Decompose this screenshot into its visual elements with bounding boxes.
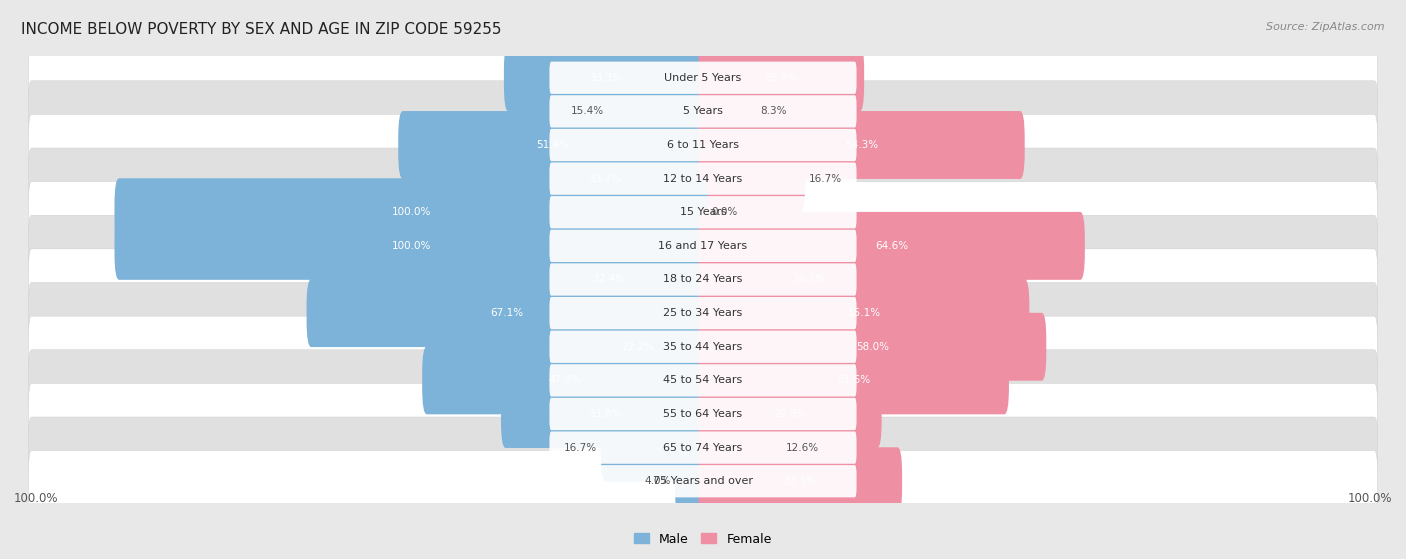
FancyBboxPatch shape [550,364,856,396]
Text: 58.0%: 58.0% [856,342,889,352]
FancyBboxPatch shape [550,432,856,464]
Text: 33.3%: 33.3% [589,73,623,83]
Text: 35 to 44 Years: 35 to 44 Years [664,342,742,352]
FancyBboxPatch shape [568,313,707,381]
FancyBboxPatch shape [699,145,806,212]
Text: 15 Years: 15 Years [679,207,727,217]
Legend: Male, Female: Male, Female [630,528,776,551]
FancyBboxPatch shape [28,115,1378,176]
Text: 51.6%: 51.6% [837,376,870,385]
Text: 75 Years and over: 75 Years and over [652,476,754,486]
Text: 100.0%: 100.0% [14,492,59,505]
FancyBboxPatch shape [28,383,1378,444]
Text: 12 to 14 Years: 12 to 14 Years [664,174,742,183]
FancyBboxPatch shape [28,47,1378,108]
FancyBboxPatch shape [28,81,1378,142]
FancyBboxPatch shape [398,111,707,179]
FancyBboxPatch shape [699,414,782,482]
FancyBboxPatch shape [675,447,707,515]
FancyBboxPatch shape [501,380,707,448]
Text: 67.1%: 67.1% [491,308,523,318]
Text: 22.2%: 22.2% [621,342,655,352]
FancyBboxPatch shape [550,330,856,363]
FancyBboxPatch shape [28,417,1378,478]
Text: 26.8%: 26.8% [765,73,797,83]
FancyBboxPatch shape [28,350,1378,411]
FancyBboxPatch shape [503,44,707,112]
Text: 64.6%: 64.6% [875,241,908,251]
FancyBboxPatch shape [28,148,1378,209]
Text: 0.0%: 0.0% [711,207,738,217]
Text: 47.3%: 47.3% [548,376,582,385]
FancyBboxPatch shape [550,230,856,262]
FancyBboxPatch shape [600,414,707,482]
Text: 6 to 11 Years: 6 to 11 Years [666,140,740,150]
FancyBboxPatch shape [550,129,856,161]
Text: 16 and 17 Years: 16 and 17 Years [658,241,748,251]
Text: 65 to 74 Years: 65 to 74 Years [664,443,742,453]
FancyBboxPatch shape [550,196,856,229]
Text: 4.0%: 4.0% [644,476,671,486]
Text: 51.4%: 51.4% [536,140,569,150]
Text: 100.0%: 100.0% [391,241,430,251]
Text: INCOME BELOW POVERTY BY SEX AND AGE IN ZIP CODE 59255: INCOME BELOW POVERTY BY SEX AND AGE IN Z… [21,22,502,37]
Text: 55.1%: 55.1% [848,308,880,318]
Text: 29.8%: 29.8% [773,409,807,419]
Text: 36.3%: 36.3% [793,274,825,285]
FancyBboxPatch shape [502,145,707,212]
FancyBboxPatch shape [550,398,856,430]
FancyBboxPatch shape [422,347,707,414]
Text: 33.3%: 33.3% [783,476,817,486]
FancyBboxPatch shape [699,279,1029,347]
Text: 100.0%: 100.0% [1347,492,1392,505]
FancyBboxPatch shape [699,380,882,448]
FancyBboxPatch shape [28,316,1378,377]
Text: 15.4%: 15.4% [571,106,605,116]
FancyBboxPatch shape [28,451,1378,512]
Text: 5 Years: 5 Years [683,106,723,116]
Text: 12.6%: 12.6% [786,443,818,453]
Text: 33.8%: 33.8% [588,409,621,419]
Text: 25 to 34 Years: 25 to 34 Years [664,308,742,318]
FancyBboxPatch shape [307,279,707,347]
FancyBboxPatch shape [509,245,707,314]
Text: 16.7%: 16.7% [564,443,596,453]
Text: 100.0%: 100.0% [391,207,430,217]
FancyBboxPatch shape [699,77,756,145]
Text: 18 to 24 Years: 18 to 24 Years [664,274,742,285]
FancyBboxPatch shape [699,313,1046,381]
FancyBboxPatch shape [550,95,856,127]
FancyBboxPatch shape [550,163,856,195]
Text: 32.4%: 32.4% [592,274,626,285]
Text: 33.7%: 33.7% [588,174,621,183]
FancyBboxPatch shape [699,447,903,515]
FancyBboxPatch shape [550,61,856,94]
FancyBboxPatch shape [114,212,707,280]
FancyBboxPatch shape [550,297,856,329]
FancyBboxPatch shape [550,263,856,296]
FancyBboxPatch shape [28,249,1378,310]
Text: 8.3%: 8.3% [761,106,787,116]
Text: 55 to 64 Years: 55 to 64 Years [664,409,742,419]
FancyBboxPatch shape [28,282,1378,344]
FancyBboxPatch shape [699,212,1085,280]
Text: Source: ZipAtlas.com: Source: ZipAtlas.com [1267,22,1385,32]
FancyBboxPatch shape [28,215,1378,277]
Text: 54.3%: 54.3% [845,140,879,150]
Text: Under 5 Years: Under 5 Years [665,73,741,83]
Text: 16.7%: 16.7% [810,174,842,183]
Text: 45 to 54 Years: 45 to 54 Years [664,376,742,385]
FancyBboxPatch shape [114,178,707,246]
FancyBboxPatch shape [699,245,920,314]
FancyBboxPatch shape [699,44,865,112]
FancyBboxPatch shape [699,111,1025,179]
FancyBboxPatch shape [550,465,856,498]
FancyBboxPatch shape [609,77,707,145]
FancyBboxPatch shape [699,347,1010,414]
FancyBboxPatch shape [28,182,1378,243]
